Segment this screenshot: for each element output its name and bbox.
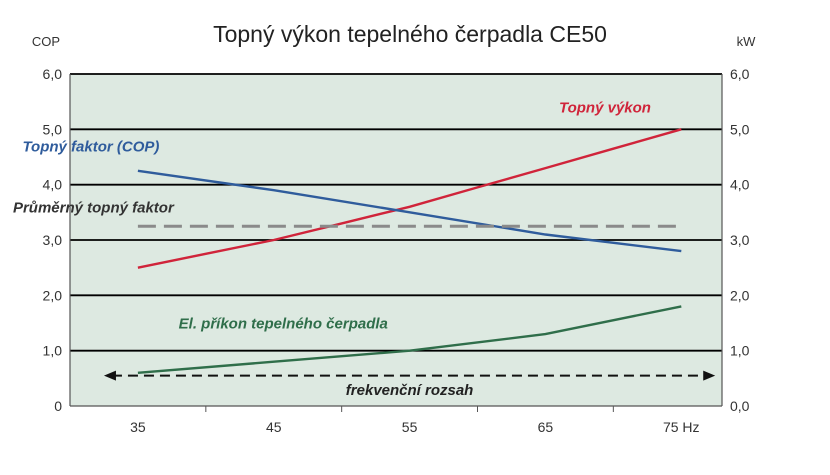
series-label: El. příkon tepelného čerpadla bbox=[179, 316, 388, 333]
x-tick-label: 65 bbox=[538, 419, 554, 435]
grid-lines bbox=[69, 73, 723, 407]
axis-ticks: 0 0,0 1,0 1,0 2,0 2,0 3,0 3,0 4,0 4,0 5,0 5,0 6,0 6,0… bbox=[43, 66, 750, 435]
y-tick-label-right: 0,0 bbox=[730, 398, 750, 414]
range-arrow-head-right bbox=[703, 370, 716, 381]
x-tick-label: 45 bbox=[266, 419, 282, 435]
chart-title: Topný výkon tepelného čerpadla CE50 bbox=[213, 21, 607, 47]
x-tick-label: 55 bbox=[402, 419, 418, 435]
x-tick-label: 75 Hz bbox=[663, 419, 700, 435]
y-tick-label-left: 1,0 bbox=[43, 343, 63, 359]
y-tick-label-left: 3,0 bbox=[43, 232, 63, 248]
y-tick-label-right: 6,0 bbox=[730, 66, 750, 82]
x-tick-label: 35 bbox=[130, 419, 146, 435]
series-label: Topný výkon bbox=[559, 100, 651, 117]
series-line-1 bbox=[137, 128, 682, 269]
series-lines bbox=[137, 128, 682, 374]
range-arrow-head-left bbox=[103, 370, 116, 381]
annotations: Topný výkon Topný faktor (COP) Průměrný to… bbox=[13, 100, 716, 399]
y-tick-label-right: 3,0 bbox=[730, 232, 750, 248]
left-axis-unit: COP bbox=[32, 34, 60, 49]
series-label: Průměrný topný faktor bbox=[13, 199, 175, 216]
y-tick-label-left: 0 bbox=[54, 398, 62, 414]
y-tick-label-left: 5,0 bbox=[43, 121, 63, 137]
series-line-2 bbox=[137, 169, 682, 253]
right-axis-unit: kW bbox=[737, 34, 757, 49]
y-tick-label-left: 6,0 bbox=[43, 66, 63, 82]
series-line-4 bbox=[137, 305, 682, 374]
y-tick-label-left: 2,0 bbox=[43, 287, 63, 303]
series-label: Topný faktor (COP) bbox=[22, 138, 159, 155]
y-tick-label-right: 2,0 bbox=[730, 287, 750, 303]
y-tick-label-right: 5,0 bbox=[730, 121, 750, 137]
y-tick-label-left: 4,0 bbox=[43, 177, 63, 193]
y-tick-label-right: 1,0 bbox=[730, 343, 750, 359]
y-tick-label-right: 4,0 bbox=[730, 177, 750, 193]
range-arrow-label: frekvenční rozsah bbox=[346, 382, 474, 399]
